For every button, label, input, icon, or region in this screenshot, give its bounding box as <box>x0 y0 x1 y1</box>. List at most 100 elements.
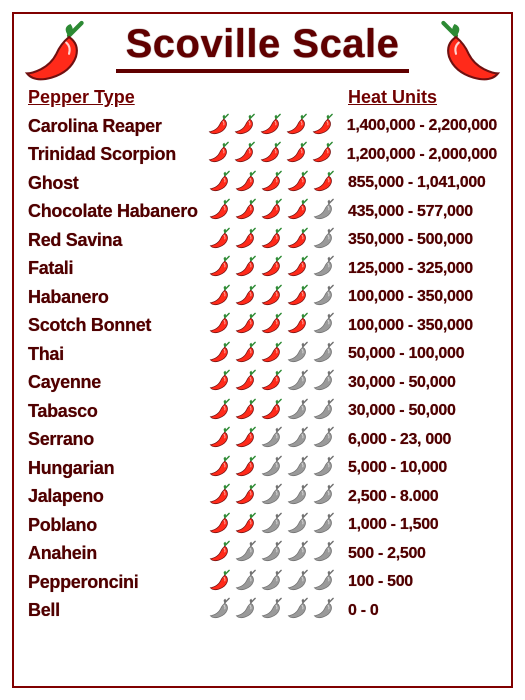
chili-filled-icon <box>259 112 283 141</box>
chili-filled-icon <box>234 397 258 426</box>
chili-filled-icon <box>208 226 232 255</box>
chili-filled-icon <box>208 311 232 340</box>
pepper-rating <box>208 482 348 511</box>
chili-empty-icon <box>312 568 336 597</box>
chili-filled-icon <box>234 226 258 255</box>
heat-units-value: 0 - 0 <box>348 602 497 620</box>
heat-units-value: 30,000 - 50,000 <box>348 402 497 420</box>
heat-units-value: 100,000 - 350,000 <box>348 317 497 335</box>
chili-empty-icon <box>286 397 310 426</box>
table-row: Thai 50,000 - 100,000 <box>28 340 497 369</box>
heat-units-value: 5,000 - 10,000 <box>348 459 497 477</box>
pepper-rating <box>208 368 348 397</box>
chili-filled-icon <box>234 283 258 312</box>
chili-empty-icon <box>286 596 310 625</box>
table-row: Ghost 855,000 - 1,041,000 <box>28 169 497 198</box>
pepper-name: Red Savina <box>28 230 208 251</box>
table-row: Tabasco 30,000 - 50,000 <box>28 397 497 426</box>
heat-units-value: 435,000 - 577,000 <box>348 203 497 221</box>
heat-units-value: 1,400,000 - 2,200,000 <box>347 117 497 135</box>
pepper-name: Carolina Reaper <box>28 116 207 137</box>
table-row: Jalapeno 2,500 - 8.000 <box>28 483 497 512</box>
pepper-rating <box>208 340 348 369</box>
heat-units-value: 350,000 - 500,000 <box>348 231 497 249</box>
chili-empty-icon <box>234 568 258 597</box>
chili-empty-icon <box>286 454 310 483</box>
pepper-rating <box>208 311 348 340</box>
chili-empty-icon <box>286 568 310 597</box>
table-row: Red Savina 350,000 - 500,000 <box>28 226 497 255</box>
chili-filled-icon <box>208 482 232 511</box>
chili-filled-icon <box>285 112 309 141</box>
chili-empty-icon <box>286 368 310 397</box>
chili-empty-icon <box>312 397 336 426</box>
chili-filled-icon <box>234 169 258 198</box>
pepper-name: Poblano <box>28 515 208 536</box>
chili-filled-icon <box>233 140 257 169</box>
chart-title: Scoville Scale <box>116 22 410 73</box>
pepper-name: Ghost <box>28 173 208 194</box>
chili-empty-icon <box>260 454 284 483</box>
table-row: Hungarian 5,000 - 10,000 <box>28 454 497 483</box>
chili-filled-icon <box>260 226 284 255</box>
chili-empty-icon <box>312 283 336 312</box>
column-headers: Pepper Type Heat Units <box>28 87 497 108</box>
chili-filled-icon <box>285 140 309 169</box>
chili-filled-icon <box>234 254 258 283</box>
chili-empty-icon <box>312 454 336 483</box>
chili-filled-icon <box>207 112 231 141</box>
chili-empty-icon <box>312 482 336 511</box>
chili-filled-icon <box>207 140 231 169</box>
chili-filled-icon <box>286 226 310 255</box>
table-row: Anahein 500 - 2,500 <box>28 540 497 569</box>
chili-filled-icon <box>311 140 335 169</box>
pepper-name: Anahein <box>28 543 208 564</box>
pepper-rating <box>208 169 348 198</box>
pepper-name: Jalapeno <box>28 486 208 507</box>
table-row: Scotch Bonnet 100,000 - 350,000 <box>28 312 497 341</box>
chili-filled-icon <box>208 425 232 454</box>
chart-header: Scoville Scale <box>28 22 497 73</box>
table-row: Poblano 1,000 - 1,500 <box>28 511 497 540</box>
chili-empty-icon <box>312 511 336 540</box>
chili-filled-icon <box>208 397 232 426</box>
chili-empty-icon <box>260 596 284 625</box>
chili-filled-icon <box>208 511 232 540</box>
pepper-name: Chocolate Habanero <box>28 201 208 222</box>
chili-empty-icon <box>312 596 336 625</box>
pepper-rating <box>207 140 346 169</box>
chili-empty-icon <box>260 539 284 568</box>
pepper-rating <box>208 425 348 454</box>
chili-filled-icon <box>286 283 310 312</box>
pepper-name: Tabasco <box>28 401 208 422</box>
pepper-rating <box>208 197 348 226</box>
pepper-rating <box>208 596 348 625</box>
pepper-rating <box>207 112 346 141</box>
pepper-rating <box>208 226 348 255</box>
pepper-name: Cayenne <box>28 372 208 393</box>
table-row: Bell 0 - 0 <box>28 597 497 626</box>
chili-empty-icon <box>312 425 336 454</box>
chili-filled-icon <box>234 511 258 540</box>
chili-empty-icon <box>312 226 336 255</box>
chili-empty-icon <box>312 340 336 369</box>
heat-units-value: 125,000 - 325,000 <box>348 260 497 278</box>
chili-filled-icon <box>208 254 232 283</box>
chili-filled-icon <box>208 539 232 568</box>
chili-filled-icon <box>208 169 232 198</box>
chili-filled-icon <box>208 340 232 369</box>
chili-filled-icon <box>286 197 310 226</box>
pepper-name: Thai <box>28 344 208 365</box>
pepper-rating <box>208 454 348 483</box>
chili-empty-icon <box>260 568 284 597</box>
chili-empty-icon <box>286 482 310 511</box>
pepper-name: Serrano <box>28 429 208 450</box>
pepper-rating <box>208 254 348 283</box>
pepper-name: Bell <box>28 600 208 621</box>
chili-filled-icon <box>234 311 258 340</box>
chili-filled-icon <box>260 340 284 369</box>
chili-filled-icon <box>234 454 258 483</box>
pepper-name: Pepperoncini <box>28 572 208 593</box>
chili-filled-icon <box>260 169 284 198</box>
chili-filled-icon <box>260 197 284 226</box>
